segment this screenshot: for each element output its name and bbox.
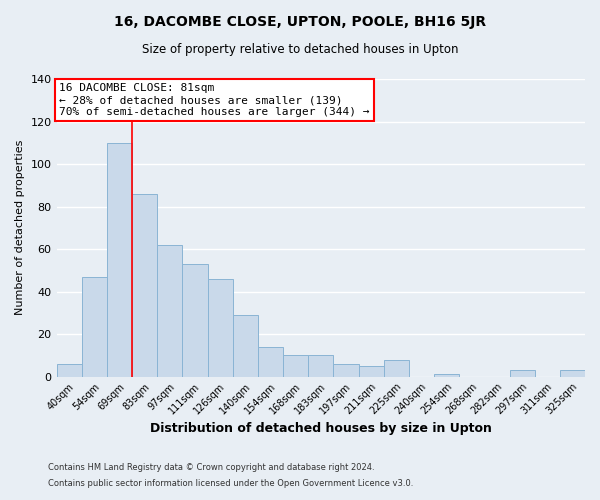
Bar bbox=[383, 360, 409, 376]
Bar bbox=[359, 366, 383, 376]
Text: 16, DACOMBE CLOSE, UPTON, POOLE, BH16 5JR: 16, DACOMBE CLOSE, UPTON, POOLE, BH16 5J… bbox=[114, 15, 486, 29]
Bar bbox=[334, 364, 359, 376]
X-axis label: Distribution of detached houses by size in Upton: Distribution of detached houses by size … bbox=[150, 422, 492, 435]
Bar bbox=[308, 356, 334, 376]
Bar bbox=[208, 279, 233, 376]
Bar bbox=[82, 276, 107, 376]
Bar bbox=[107, 143, 132, 376]
Bar bbox=[56, 364, 82, 376]
Text: Size of property relative to detached houses in Upton: Size of property relative to detached ho… bbox=[142, 42, 458, 56]
Bar bbox=[509, 370, 535, 376]
Bar bbox=[434, 374, 459, 376]
Bar bbox=[132, 194, 157, 376]
Bar bbox=[182, 264, 208, 376]
Bar bbox=[157, 245, 182, 376]
Text: Contains HM Land Registry data © Crown copyright and database right 2024.: Contains HM Land Registry data © Crown c… bbox=[48, 464, 374, 472]
Text: Contains public sector information licensed under the Open Government Licence v3: Contains public sector information licen… bbox=[48, 478, 413, 488]
Bar bbox=[560, 370, 585, 376]
Y-axis label: Number of detached properties: Number of detached properties bbox=[15, 140, 25, 316]
Bar bbox=[283, 356, 308, 376]
Text: 16 DACOMBE CLOSE: 81sqm
← 28% of detached houses are smaller (139)
70% of semi-d: 16 DACOMBE CLOSE: 81sqm ← 28% of detache… bbox=[59, 84, 370, 116]
Bar bbox=[233, 315, 258, 376]
Bar bbox=[258, 347, 283, 376]
